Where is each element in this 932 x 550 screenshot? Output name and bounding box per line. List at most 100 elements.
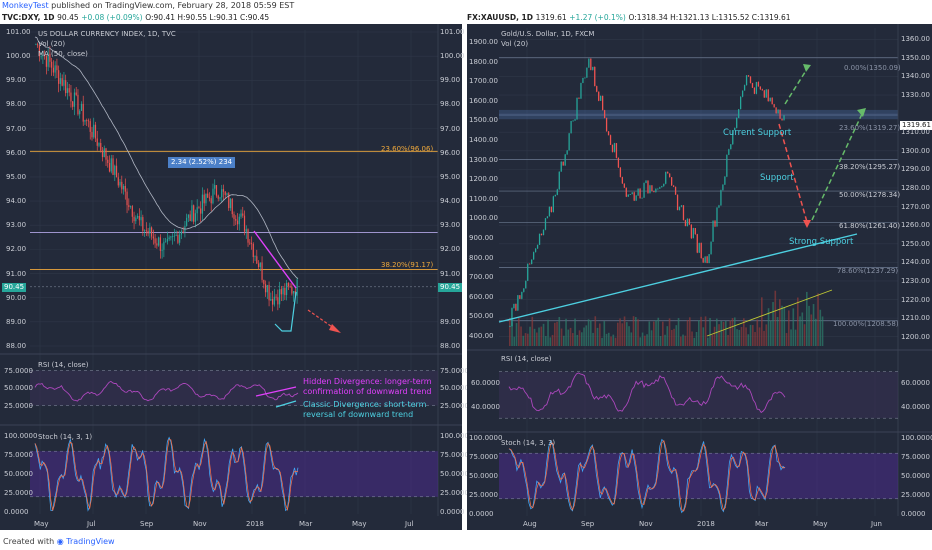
dxy-candle [117, 177, 119, 186]
dxy-candle [245, 229, 247, 232]
gold-chart-panel[interactable]: Gold/U.S. Dollar, 1D, FXCM Vol (20) 0.00… [467, 24, 932, 530]
gold-candle [755, 82, 758, 94]
dxy-candle [142, 217, 144, 231]
dxy-candle [56, 65, 58, 71]
dxy-left-tick: 93.00 [6, 221, 27, 230]
dxy-candle [177, 234, 179, 243]
dxy-left-tick: 90.00 [6, 293, 27, 302]
rsi-tick: 75.0000 [440, 366, 469, 375]
classic-divergence-note: Classic Divergence: short-term reversal … [303, 400, 427, 419]
dxy-candle [98, 142, 100, 146]
gold-candle [627, 194, 629, 197]
gold-candle [779, 109, 781, 119]
tradingview-logo[interactable]: ◉ TradingView [56, 537, 115, 546]
gold-volume-bar [655, 320, 657, 346]
gold-candle [732, 130, 734, 145]
gold-candle [600, 95, 602, 101]
hidden-divergence-note: Hidden Divergence: longer-term confirmat… [303, 377, 432, 396]
dxy-candle [52, 67, 55, 73]
gold-candle [680, 205, 683, 207]
rsi-classic-divergence [275, 400, 297, 408]
dxy-candle [105, 148, 107, 160]
gold-price-tick: 1240.00 [901, 258, 930, 267]
dxy-candle [242, 213, 244, 216]
gold-candle [639, 188, 641, 199]
rsi-hidden-divergence [255, 386, 297, 397]
dxy-candle [228, 193, 230, 209]
dxy-candle [165, 241, 167, 243]
gold-candle [692, 228, 694, 239]
gold-volume-bar [518, 317, 520, 346]
dxy-candle [89, 121, 91, 132]
gold-volume-bar [628, 326, 630, 346]
dxy-candle [271, 299, 274, 305]
fib-0-label: 0.00%(1350.09) [844, 64, 901, 72]
gold-candle [556, 189, 558, 195]
gold-candle [613, 143, 616, 152]
gold-x-tick: May [813, 520, 828, 528]
stoch-left-tick: 100.0000 [4, 432, 38, 440]
dxy-candle [282, 288, 284, 295]
gold-rsi-label: RSI (14, close) [501, 355, 552, 363]
gold-candle [617, 157, 620, 168]
dxy-candle [156, 243, 158, 246]
gold-volume-bar [695, 331, 698, 346]
dxy-candle [247, 229, 249, 243]
gold-candle [747, 75, 750, 77]
dxy-chart-panel[interactable]: US DOLLAR CURRENCY INDEX, 1D, TVC Vol (2… [0, 24, 473, 530]
gold-rsi-left-tick: 40.0000 [471, 402, 500, 411]
gold-candle [584, 77, 586, 79]
strong-support-label: Strong Support [789, 237, 854, 247]
dxy-chart-svg[interactable] [0, 24, 462, 530]
gold-candle [771, 97, 773, 105]
dxy-candle [79, 110, 81, 115]
gold-chart-svg[interactable] [467, 24, 932, 530]
green-arrow-1 [784, 68, 808, 105]
dxy-candle [147, 230, 149, 234]
gold-volume-bar [619, 318, 621, 346]
dxy-candle [261, 262, 263, 280]
volume-trendline [706, 289, 833, 337]
dxy-candle [252, 243, 254, 257]
gold-candle [655, 188, 657, 193]
dxy-candle [205, 193, 207, 204]
fib-100-label-gold: 100.00%(1208.58) [833, 320, 899, 328]
dxy-candle [254, 256, 256, 258]
gold-volume-bar [551, 334, 554, 346]
gold-rsi-tick: 40.0000 [901, 402, 930, 411]
dxy-title: US DOLLAR CURRENCY INDEX, 1D, TVC [38, 30, 176, 38]
gold-volume-bar [560, 328, 563, 346]
gold-volume-bar [763, 330, 765, 346]
gold-candle [548, 206, 551, 217]
gold-x-tick: Sep [581, 520, 595, 528]
author-link[interactable]: MonkeyTest [2, 1, 49, 10]
gold-volume-bar [599, 323, 601, 346]
left-ticker[interactable]: TVC:DXY, 1D [2, 13, 55, 22]
gold-volume-bar [698, 320, 700, 346]
gold-candle [767, 89, 769, 102]
gold-volume-bar [743, 318, 745, 346]
gold-volume-bar [709, 317, 711, 346]
left-price-tag-right: 90.45 [438, 283, 463, 292]
dxy-candle [207, 193, 209, 198]
dxy-candle [259, 262, 261, 268]
dxy-candle [68, 88, 70, 93]
dxy-candle [182, 231, 184, 233]
gold-candle [605, 117, 608, 132]
left-price: 90.45 [57, 13, 79, 22]
right-ticker[interactable]: FX:XAUUSD, 1D [467, 13, 533, 22]
rsi-left-tick: 25.0000 [4, 401, 33, 410]
dxy-candle [107, 159, 109, 163]
dxy-candle [221, 189, 223, 198]
gold-vol-tick: 1300.00 [469, 155, 498, 164]
gold-volume-bar [781, 305, 783, 346]
gold-candle [598, 91, 600, 101]
dxy-candle [266, 285, 268, 293]
gold-volume-bar [558, 317, 561, 346]
gold-x-tick: 2018 [697, 520, 715, 528]
dxy-candle [61, 78, 63, 86]
gold-volume-bar [538, 327, 540, 346]
gold-volume-bar [691, 331, 693, 346]
gold-candle [661, 186, 663, 188]
gold-volume-bar [617, 322, 619, 346]
